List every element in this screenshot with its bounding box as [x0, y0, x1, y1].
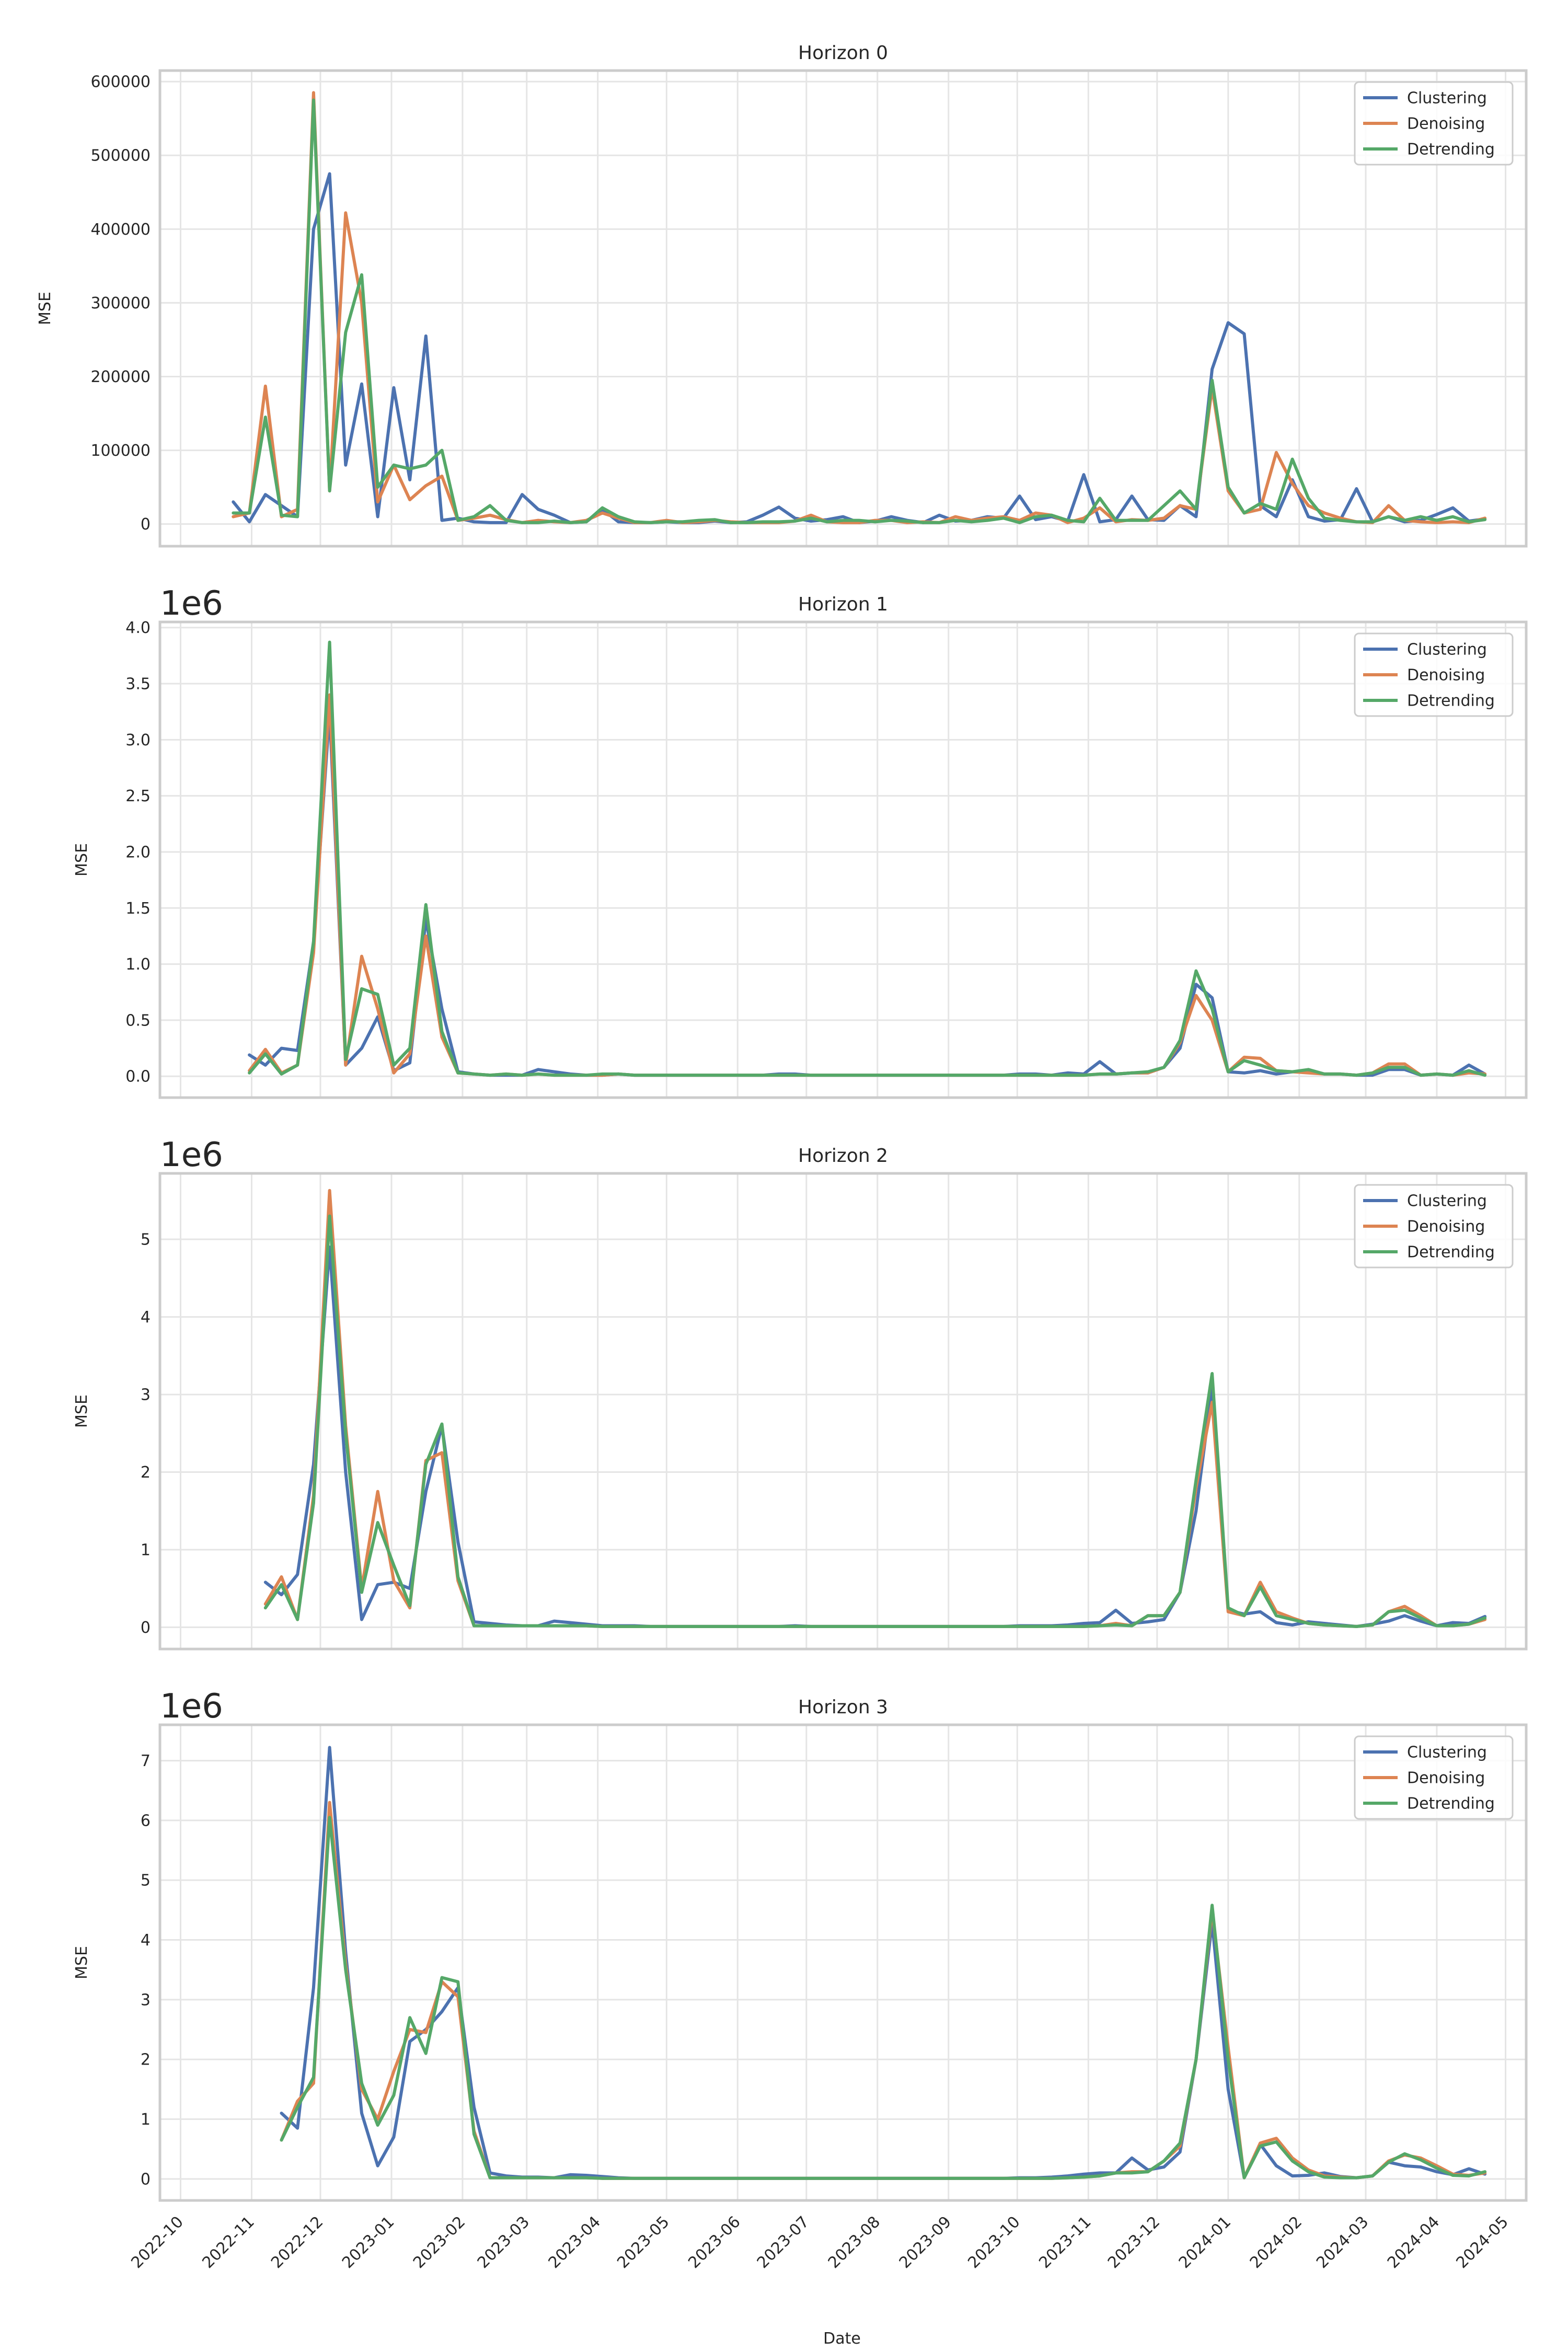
y-offset-text: 1e6 [160, 584, 223, 623]
legend-box [1354, 1735, 1514, 1820]
y-axis-label: MSE [73, 843, 91, 877]
y-tick-label: 0 [141, 1619, 151, 1637]
y-tick-label: 1.5 [125, 900, 151, 918]
legend: Clustering Denoising Detrending [1354, 632, 1514, 717]
y-tick-label: 1 [141, 2111, 151, 2129]
y-tick-label: 0 [141, 2170, 151, 2188]
y-tick-label: 2.0 [125, 843, 151, 861]
y-tick-label: 1 [141, 1541, 151, 1559]
y-tick-label: 2 [141, 1463, 151, 1482]
y-tick-label: 300000 [90, 294, 151, 313]
y-tick-label: 7 [141, 1752, 151, 1770]
y-tick-label: 500000 [90, 147, 151, 165]
y-tick-label: 600000 [90, 73, 151, 91]
y-tick-label: 3.0 [125, 731, 151, 750]
series-line-detrending [263, 1214, 1487, 1628]
x-axis-label: Date [823, 2330, 861, 2348]
legend-label: Clustering [1407, 1744, 1487, 1762]
y-axis-label: MSE [73, 1394, 91, 1428]
y-offset-text: 1e6 [160, 1136, 223, 1174]
series-line-denoising [232, 91, 1487, 524]
legend-box [1354, 1184, 1514, 1269]
legend-label: Detrending [1407, 1243, 1495, 1262]
legend: Clustering Denoising Detrending [1354, 1184, 1514, 1269]
y-offset-text: 1e6 [160, 1687, 223, 1726]
legend-label: Denoising [1407, 1218, 1485, 1236]
y-tick-label: 6 [141, 1812, 151, 1830]
legend: Clustering Denoising Detrending [1354, 1735, 1514, 1820]
y-tick-label: 0 [141, 515, 151, 534]
y-tick-label: 100000 [90, 442, 151, 460]
legend-box [1354, 81, 1514, 166]
legend-box [1354, 632, 1514, 717]
legend-label: Detrending [1407, 141, 1495, 159]
y-tick-label: 4 [141, 1931, 151, 1950]
legend-label: Clustering [1407, 89, 1487, 108]
legend-label: Detrending [1407, 1795, 1495, 1813]
plot-area [160, 622, 1526, 1098]
y-tick-label: 0.0 [125, 1068, 151, 1086]
axes-frame [158, 1723, 1528, 2202]
y-tick-label: 3.5 [125, 675, 151, 694]
y-tick-label: 1.0 [125, 955, 151, 974]
subplot-horizon-3: 2022-10 2022-11 2022-12 2023-01 2023-02 2023-… [73, 1687, 1528, 2272]
y-axis-label: MSE [73, 1946, 91, 1979]
y-tick-label: 3 [141, 1991, 151, 2009]
y-tick-label: 0.5 [125, 1011, 151, 1030]
legend-label: Denoising [1407, 115, 1485, 133]
y-tick-label: 2.5 [125, 787, 151, 805]
y-tick-label: 5 [141, 1231, 151, 1249]
plot-area [160, 1725, 1526, 2200]
y-tick-label: 4.0 [125, 619, 151, 637]
legend-label: Detrending [1407, 692, 1495, 710]
y-tick-label: 5 [141, 1872, 151, 1890]
panel-title: Horizon 2 [798, 1145, 888, 1167]
subplot-horizon-0: 0 100000 200000 300000 400000 500000 600000 Hor… [36, 42, 1528, 548]
legend-label: Clustering [1407, 641, 1487, 659]
y-tick-label: 3 [141, 1386, 151, 1404]
series-line-detrending [248, 640, 1487, 1077]
panel-title: Horizon 3 [798, 1697, 888, 1718]
y-tick-label: 200000 [90, 368, 151, 386]
series-line-detrending [232, 98, 1487, 524]
y-tick-label: 4 [141, 1308, 151, 1327]
series-line-detrending [280, 1816, 1487, 2180]
subplot-horizon-1: 0.0 0.5 1.0 1.5 2.0 2.5 3.0 3.5 4.0 Horizon 1 MSE 1… [73, 584, 1528, 1099]
legend-label: Denoising [1407, 1769, 1485, 1788]
legend: Clustering Denoising Detrending [1354, 81, 1514, 166]
panel-title: Horizon 1 [798, 594, 888, 615]
panel-title: Horizon 0 [798, 42, 888, 64]
legend-label: Denoising [1407, 666, 1485, 685]
subplot-horizon-2: 0 1 2 3 4 5 Horizon 2 MSE 1e6 Clustering Denoising… [73, 1136, 1528, 1651]
y-tick-label: 400000 [90, 221, 151, 239]
axes-frame [158, 69, 1528, 548]
axes-frame [158, 1172, 1528, 1651]
y-axis-label: MSE [36, 292, 54, 325]
axes-frame [158, 620, 1528, 1099]
y-tick-label: 2 [141, 2051, 151, 2069]
legend-label: Clustering [1407, 1192, 1487, 1210]
